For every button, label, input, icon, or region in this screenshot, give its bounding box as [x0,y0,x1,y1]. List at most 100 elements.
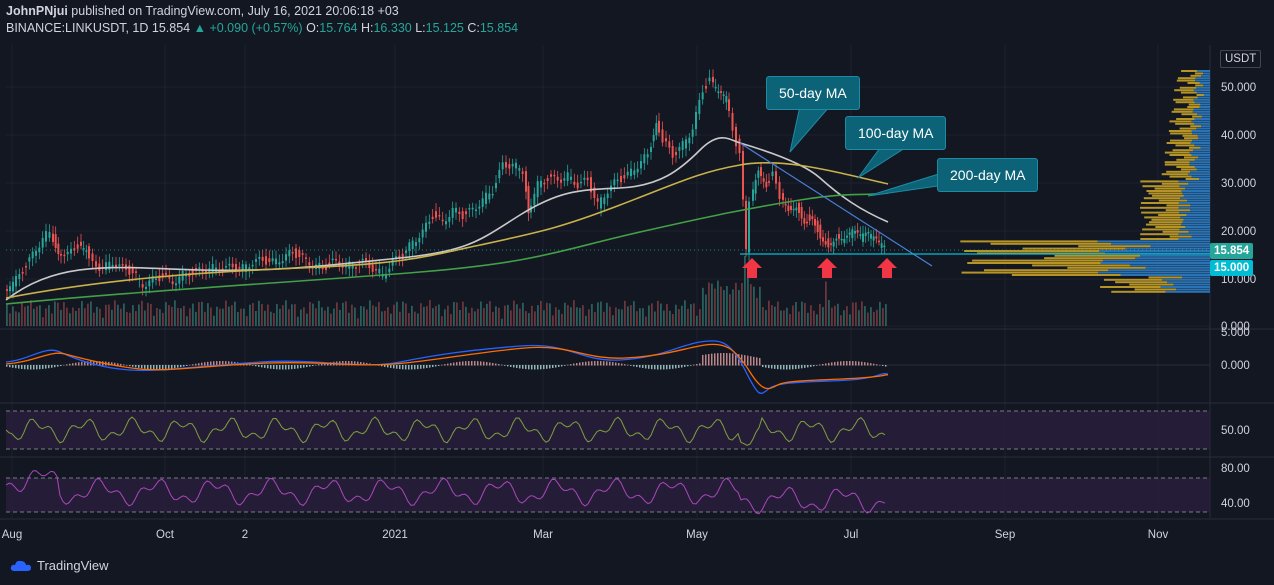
candle-body [118,264,121,266]
time-axis-label: Aug [2,529,22,541]
vp-bar-up [1102,259,1210,262]
candle-body [623,175,626,179]
volume-bar [261,303,263,326]
macd-histogram-bar [6,365,8,367]
author-name[interactable]: JohnPNjui [6,4,68,18]
macd-histogram-bar [315,364,317,366]
macd-histogram-bar [75,362,77,366]
price-axis-label: 50.000 [1221,82,1256,94]
candle-body [668,141,671,148]
currency-label[interactable]: USDT [1220,50,1262,68]
macd-histogram-bar [669,365,671,370]
macd-histogram-bar [585,361,587,366]
macd-histogram-bar [540,365,542,370]
macd-histogram-bar [513,365,515,368]
candle-body [295,248,297,258]
candle-body [158,275,161,282]
vp-bar-down [1115,281,1168,284]
volume-bar [663,310,665,326]
macd-histogram-bar [642,365,644,369]
candle-body [616,179,619,182]
candle-body [111,264,114,268]
volume-bar [768,300,770,326]
volume-bar [228,306,230,326]
candle-body [435,211,437,218]
volume-bar [564,302,566,326]
vp-bar-up [1199,82,1210,84]
volume-bar [54,301,56,326]
vp-bar-down [1144,216,1181,219]
volume-bar [777,301,779,326]
volume-bar [804,302,806,326]
volume-bar [531,305,533,326]
macd-histogram-bar [564,365,566,366]
macd-histogram-bar [576,362,578,366]
macd-histogram-bar [384,365,386,367]
macd-histogram-bar [252,365,254,366]
vp-bar-down [1141,211,1180,214]
volume-bar [807,312,809,326]
macd-histogram-bar [567,364,569,366]
candle-body [795,207,798,211]
macd-histogram-bar [279,365,281,370]
vp-bar-down [1140,233,1179,236]
macd-histogram-bar [270,365,272,369]
volume-bar [36,306,38,326]
candle-body [501,162,504,170]
symbol-label[interactable]: BINANCE:LINKUSDT, 1D [6,21,149,35]
candle-body [391,259,394,266]
volume-bar [819,303,821,326]
brand-footer[interactable]: TradingView [10,558,109,573]
macd-histogram-bar [768,365,770,369]
volume-bar [318,300,320,326]
candle-body [485,192,487,204]
volume-bar [24,306,26,326]
volume-bar [387,307,389,326]
vp-bar-down [1111,290,1166,293]
macd-histogram-bar [354,361,356,366]
volume-bar [636,311,638,326]
volume-bar [516,304,518,326]
volume-bar [879,301,881,326]
macd-histogram-bar [459,361,461,366]
macd-histogram-bar [873,363,875,366]
candle-body [361,258,364,261]
candle-body [819,224,822,239]
candle-body [268,258,271,262]
macd-histogram-bar [276,365,278,370]
low-label: L: [415,21,426,35]
macd-histogram-bar [396,365,398,369]
vp-bar-up [1181,223,1210,226]
macd-histogram-bar [501,364,503,366]
vp-bar-down [1171,110,1193,113]
volume-bar [747,267,749,326]
candle-body [521,171,524,174]
macd-histogram-bar [711,353,713,366]
rsi2-axis-label: 40.00 [1221,498,1250,510]
annotation-ma100[interactable]: 100-day MA [845,116,947,150]
annotation-ma200[interactable]: 200-day MA [937,158,1039,192]
candle-body [872,236,875,241]
annotation-ma50[interactable]: 50-day MA [766,76,860,110]
vp-bar-down [1176,166,1195,168]
candle-body [491,193,494,196]
volume-bar [738,289,740,326]
macd-histogram-bar [171,365,173,369]
vp-bar-down [1174,89,1194,92]
volume-bar [801,301,803,326]
macd-histogram-bar [825,363,827,366]
vp-bar-down [1175,144,1195,147]
macd-histogram-bar [399,365,401,370]
macd-histogram-bar [438,365,440,366]
volume-bar [498,307,500,326]
volume-bar [864,306,866,326]
candle-body [228,263,231,266]
candle-body [556,176,559,181]
macd-histogram-bar [699,363,701,366]
macd-histogram-bar [456,362,458,366]
vp-bar-up [1183,218,1210,221]
vp-bar-up [1178,202,1210,204]
candle-body [105,262,107,271]
macd-histogram-bar [645,365,647,369]
